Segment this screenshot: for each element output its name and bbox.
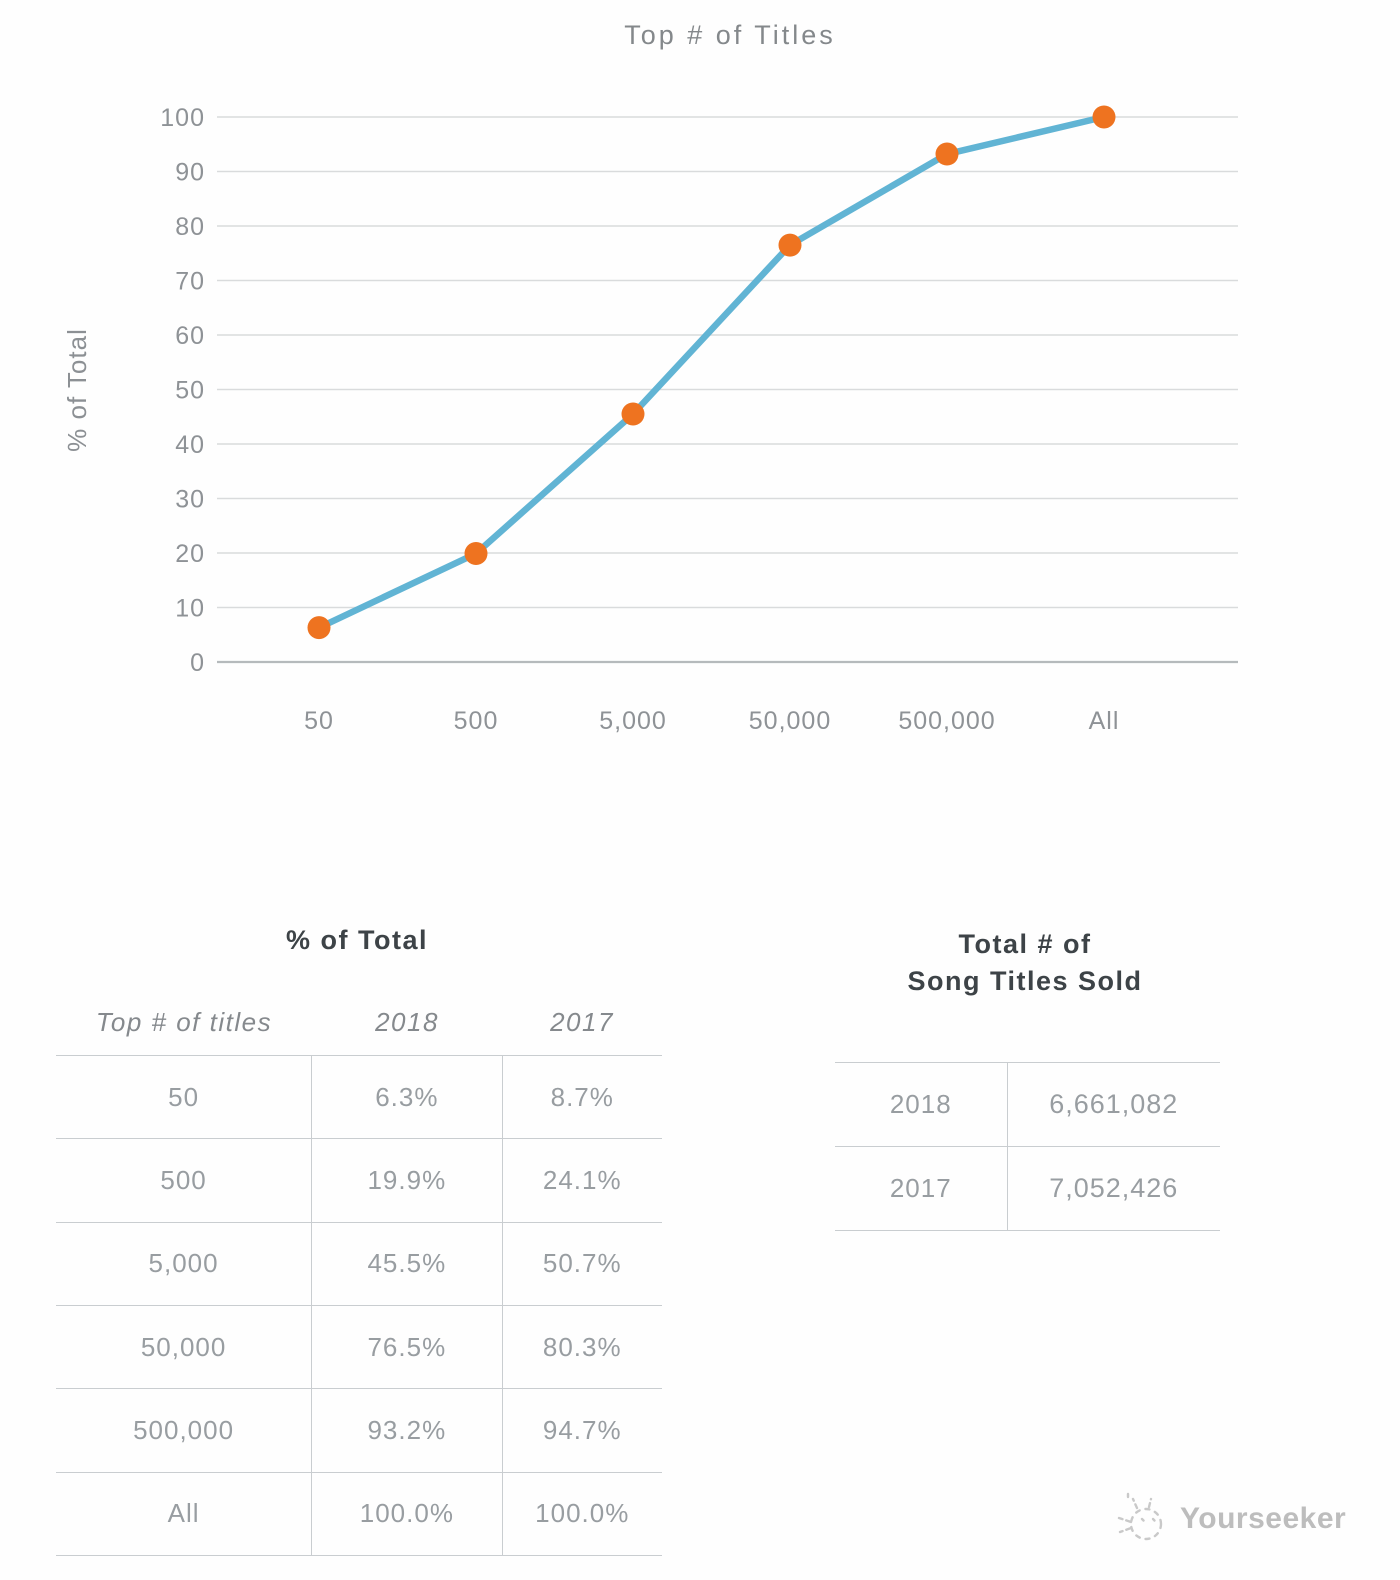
x-tick-label: 500,000 — [898, 707, 995, 735]
totals-title-line1: Total # of — [958, 929, 1092, 959]
x-tick-label: All — [1089, 707, 1120, 735]
series-line — [315, 113, 1108, 631]
table-cell-titles: All — [167, 1498, 200, 1529]
data-point — [935, 142, 959, 166]
yourseeker-sketch-icon — [1117, 1492, 1163, 1541]
percent-table-title: % of Total — [286, 925, 428, 955]
table-cell-2018: 93.2% — [311, 1389, 501, 1472]
table-row: 5,000 45.5% 50.7% — [56, 1222, 662, 1306]
totals-table-title: Total # of Song Titles Sold — [825, 926, 1225, 1000]
table-row: 500,000 93.2% 94.7% — [56, 1389, 662, 1473]
table-cell-2018: 6.3% — [311, 1056, 501, 1139]
table-row: 50,000 76.5% 80.3% — [56, 1305, 662, 1390]
table-cell-titles: 50 — [168, 1081, 200, 1112]
x-tick-label: 500 — [454, 707, 499, 735]
table-cell-2017: 80.3% — [501, 1305, 662, 1389]
table-cell-titles: 50,000 — [140, 1331, 227, 1362]
table-cell-titles: 5,000 — [148, 1248, 219, 1279]
table-row: 2018 6,661,082 — [835, 1063, 1220, 1147]
table-cell-2017: 24.1% — [501, 1139, 662, 1222]
data-point — [621, 402, 645, 426]
table-cell-year: 2018 — [889, 1089, 952, 1119]
watermark: Yourseeker — [1112, 1484, 1372, 1554]
table-row: 2017 7,052,426 — [835, 1147, 1220, 1231]
table-cell-total: 7,052,426 — [1006, 1147, 1220, 1230]
table-row: All 100.0% 100.0% — [56, 1472, 662, 1556]
table-cell-2017: 8.7% — [501, 1056, 662, 1139]
table-cell-year: 2017 — [889, 1173, 952, 1203]
table-cell-2018: 19.9% — [311, 1139, 501, 1222]
y-tick-label: 50 — [175, 377, 205, 405]
table-cell-2017: 50.7% — [501, 1222, 662, 1305]
chart-title: Top # of Titles — [624, 20, 836, 50]
data-point — [778, 233, 802, 257]
table-cell-2017: 100.0% — [501, 1472, 662, 1555]
data-point — [1092, 105, 1116, 129]
y-tick-label: 60 — [175, 322, 205, 350]
x-tick-label: 5,000 — [599, 707, 667, 735]
y-tick-label: 0 — [190, 649, 205, 677]
y-tick-label: 70 — [175, 268, 205, 296]
table-cell-2018: 45.5% — [311, 1222, 501, 1305]
data-point — [464, 542, 488, 566]
y-tick-label: 40 — [175, 431, 205, 459]
x-tick-label: 50 — [304, 707, 334, 735]
watermark-brand: Yourseeker — [1180, 1502, 1347, 1535]
y-tick-label: 10 — [175, 595, 205, 623]
percent-table-col-label: Top # of titles — [95, 1006, 273, 1037]
y-tick-label: 80 — [175, 213, 205, 241]
percent-table-col-2017: 2017 — [550, 1006, 614, 1037]
percent-table: 50 6.3% 8.7% 500 19.9% 24.1% 5,000 45.5%… — [56, 1055, 662, 1556]
data-point — [307, 616, 331, 640]
table-cell-2018: 100.0% — [311, 1472, 501, 1555]
table-cell-titles: 500,000 — [133, 1414, 235, 1445]
table-cell-titles: 500 — [160, 1164, 207, 1195]
y-tick-label: 30 — [175, 486, 205, 514]
table-row: 50 6.3% 8.7% — [56, 1056, 662, 1140]
totals-title-line2: Song Titles Sold — [907, 966, 1143, 996]
table-cell-2018: 76.5% — [311, 1305, 501, 1389]
table-cell-2017: 94.7% — [501, 1389, 662, 1472]
totals-table: 2018 6,661,082 2017 7,052,426 — [835, 1062, 1220, 1231]
table-cell-total: 6,661,082 — [1006, 1063, 1220, 1146]
table-row: 500 19.9% 24.1% — [56, 1139, 662, 1223]
y-tick-label: 90 — [175, 159, 205, 187]
y-tick-label: 100 — [160, 104, 205, 132]
x-tick-label: 50,000 — [749, 707, 831, 735]
percent-table-col-2018: 2018 — [375, 1006, 439, 1037]
y-tick-label: 20 — [175, 540, 205, 568]
line-chart: 0 10 20 30 40 50 60 70 80 90 100 50 500 5,000 50,000 50… — [160, 104, 1238, 735]
